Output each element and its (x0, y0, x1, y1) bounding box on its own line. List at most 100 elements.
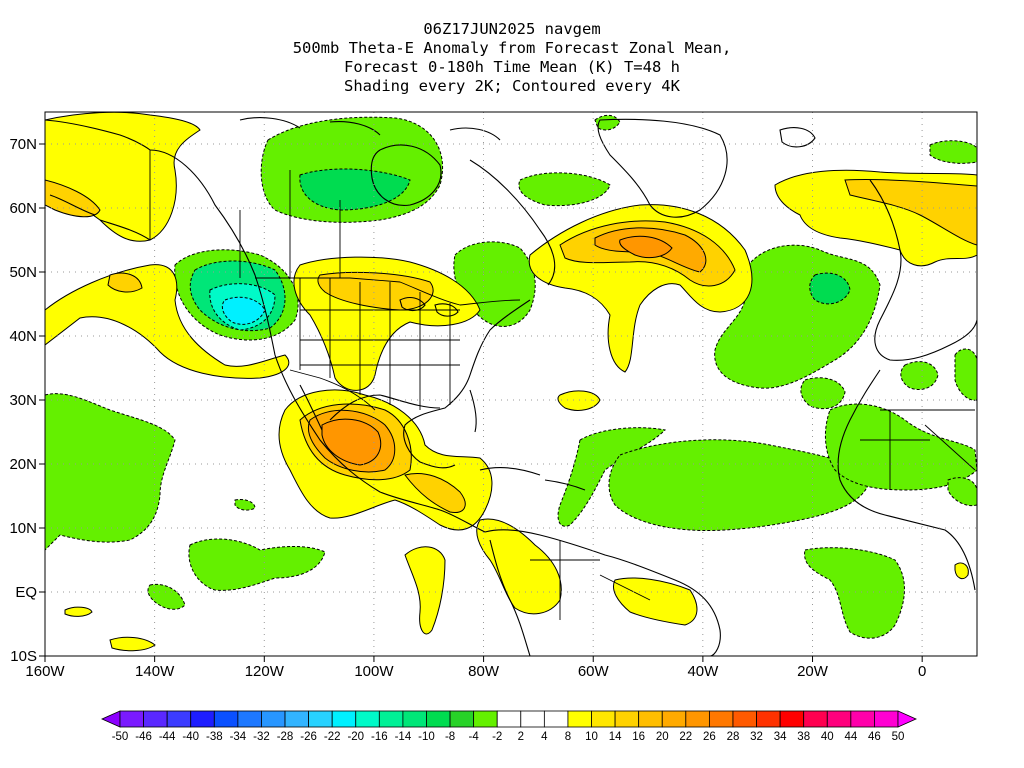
lon-tick-label: 140W (135, 663, 175, 680)
equatorial-pacific-cold-region (188, 538, 326, 591)
colorbar-swatch (402, 710, 427, 728)
colorbar-label: -4 (469, 731, 480, 743)
central-pacific-warm-2 (109, 636, 156, 652)
colorbar-label: -8 (445, 731, 455, 743)
axis-ticks: 160W 140W 120W 100W 80W 60W 40W 20W 0 70N 60N 50N 40… (9, 136, 926, 680)
lon-tick-label: 40W (687, 663, 719, 680)
colorbar-label: -32 (253, 731, 270, 743)
lon-tick-label: 60W (578, 663, 610, 680)
africa-warm-small (954, 562, 969, 580)
colorbar-label: -34 (230, 731, 247, 743)
colorbar-label: -38 (206, 731, 223, 743)
colorbar-label: 22 (679, 731, 692, 743)
colorbar-swatch (614, 710, 640, 728)
azores-cold-region (800, 377, 846, 410)
colorbar-swatch (308, 710, 333, 728)
colorbar-swatch (213, 710, 239, 728)
lat-tick-label: 50N (9, 264, 37, 281)
colorbar-label: 46 (868, 731, 881, 743)
colorbar-label: 10 (585, 731, 598, 743)
lat-tick-label: 40N (9, 328, 37, 345)
colorbar-swatch (261, 710, 286, 728)
colorbar-label: 38 (797, 731, 810, 743)
colorbar-swatch (685, 710, 710, 728)
africa-west-coast (837, 369, 976, 591)
central-pacific-warm-1 (64, 606, 93, 617)
political-boundaries (149, 150, 976, 620)
south-america-west (489, 539, 531, 656)
lon-tick-label: 0 (918, 663, 926, 680)
colorbar: -50 -46 -44 -40 -38 -34 -32 -28 -26 -22 -20 -16 -14-… (101, 710, 917, 743)
colorbar-label: 2 (518, 731, 524, 743)
colorbar-label: -22 (324, 731, 341, 743)
s-america-borders (530, 540, 651, 620)
colorbar-swatch (378, 710, 404, 728)
colorbar-label: -2 (492, 731, 502, 743)
equatorial-pacific-cold-region-2 (147, 583, 186, 610)
colorbar-label: 4 (541, 731, 548, 743)
arctic-islands (239, 117, 501, 141)
colorbar-label: 28 (727, 731, 740, 743)
alaska-outline (45, 119, 151, 241)
pacific-equatorial-warm (404, 546, 446, 635)
hudson-bay (370, 144, 442, 206)
us-states-grid (299, 278, 460, 410)
colorbar-label: -28 (277, 731, 294, 743)
colorbar-right-arrow (897, 710, 917, 728)
lon-tick-label: 100W (354, 663, 394, 680)
colorbar-label: 14 (609, 731, 622, 743)
colorbar-swatch (190, 710, 215, 728)
colorbar-swatch (449, 710, 475, 728)
map-frame (44, 111, 978, 657)
lat-tick-label: 70N (9, 136, 37, 153)
colorbar-swatch (874, 710, 899, 728)
iberia-cold-region (954, 348, 977, 401)
colorbar-label: -40 (182, 731, 199, 743)
colorbar-label: 20 (656, 731, 669, 743)
colorbar-swatch (143, 710, 168, 728)
florida (469, 389, 477, 433)
colorbar-swatch (284, 710, 310, 728)
colorbar-swatch (708, 710, 734, 728)
central-atlantic-cold-region (557, 427, 667, 527)
n-pacific-warm-region (45, 264, 290, 379)
colorbar-label: -10 (418, 731, 435, 743)
colorbar-label: -16 (371, 731, 388, 743)
colorbar-swatch (826, 710, 852, 728)
north-america-west-coast (149, 149, 486, 533)
colorbar-swatch (732, 710, 757, 728)
colorbar-swatch (638, 710, 663, 728)
iceland-outline (779, 127, 816, 148)
greenland-outline (597, 118, 728, 218)
colorbar-label: 32 (750, 731, 763, 743)
canada-core (299, 168, 411, 211)
gulf-mexico-warm (557, 390, 601, 411)
baja-california (299, 384, 323, 431)
gulf-coast (329, 394, 441, 421)
colorbar-label: 40 (821, 731, 834, 743)
lat-tick-label: 30N (9, 392, 37, 409)
title-line-3: Forecast 0-180h Time Mean (K) T=48 h (344, 58, 680, 76)
mexico-warm-core (321, 418, 382, 466)
great-lakes (399, 296, 459, 317)
colorbar-label: -46 (135, 731, 152, 743)
tropical-atlantic-cold-region (608, 439, 871, 532)
labrador-coast (469, 159, 556, 286)
colorbar-label: 44 (844, 731, 857, 743)
colorbar-swatch (496, 710, 522, 728)
colorbar-swatch (543, 710, 569, 728)
lat-tick-label: EQ (15, 584, 37, 601)
colorbar-label: 50 (892, 731, 905, 743)
pacific-nw-core-3 (221, 296, 266, 325)
colorbar-label: -50 (112, 731, 129, 743)
colorbar-swatch (756, 710, 781, 728)
canada-provinces (149, 150, 341, 278)
brazil-warm-region (613, 577, 698, 626)
lat-tick-label: 10S (10, 648, 37, 665)
canary-cold-region (900, 361, 939, 390)
title-line-1: 06Z17JUN2025 navgem (423, 20, 601, 38)
hudson-cold-region (518, 172, 611, 207)
gulf-guinea-cold-region (804, 547, 905, 639)
colorbar-label: 16 (632, 731, 645, 743)
colorbar-label: 26 (703, 731, 716, 743)
